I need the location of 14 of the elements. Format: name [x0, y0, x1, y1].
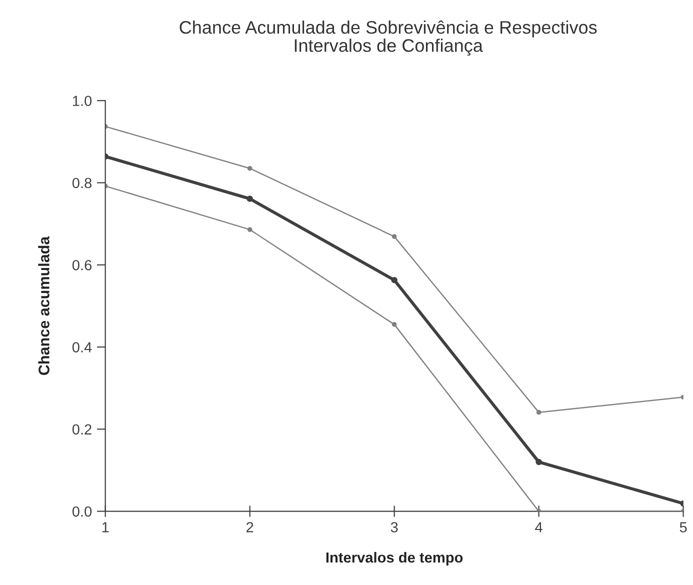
x-tick-label: 3: [390, 522, 398, 532]
y-tick-label: 0.0: [72, 506, 92, 517]
y-tick-label: 0.4: [72, 342, 92, 352]
y-tick-label: 1.0: [72, 96, 92, 106]
x-tick-label: 1: [102, 522, 109, 532]
x-tick-label: 4: [535, 522, 542, 532]
chart-title: Chance Acumulada de Sobrevivência e Respectivos Intervalos de Confiança: [180, 20, 597, 56]
y-tick-label: 0.6: [72, 260, 92, 270]
x-tick-label: 2: [246, 522, 254, 532]
y-axis-title: Chance acumulada: [38, 236, 50, 375]
y-tick-label: 0.2: [72, 424, 92, 435]
y-tick-label: 0.8: [72, 178, 92, 188]
x-tick-label: 5: [680, 522, 687, 532]
x-axis-title: Intervalos de tempo: [326, 552, 463, 566]
